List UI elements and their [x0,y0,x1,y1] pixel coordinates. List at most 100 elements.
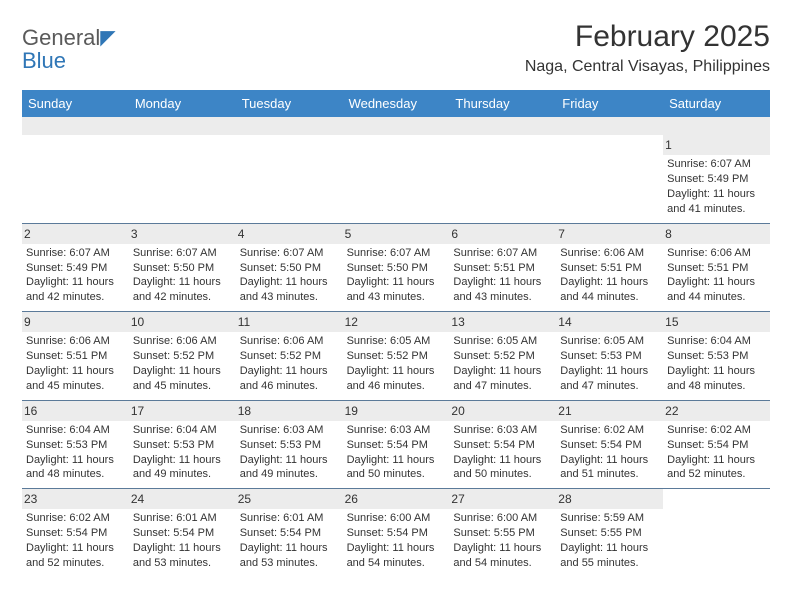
calendar-day: 17Sunrise: 6:04 AMSunset: 5:53 PMDayligh… [129,401,236,489]
day-number: 7 [556,224,663,244]
day-number: 5 [343,224,450,244]
day-info: Sunrise: 6:04 AMSunset: 5:53 PMDaylight:… [667,334,766,393]
calendar-week: 9Sunrise: 6:06 AMSunset: 5:51 PMDaylight… [22,311,770,400]
day-info: Sunrise: 6:01 AMSunset: 5:54 PMDaylight:… [133,511,232,570]
day-number: 4 [236,224,343,244]
day-number: 12 [343,312,450,332]
day-info: Sunrise: 6:03 AMSunset: 5:54 PMDaylight:… [347,423,446,482]
calendar-day: 22Sunrise: 6:02 AMSunset: 5:54 PMDayligh… [663,401,770,489]
day-info: Sunrise: 6:07 AMSunset: 5:49 PMDaylight:… [26,246,125,305]
calendar-empty [22,135,129,223]
day-info: Sunrise: 6:05 AMSunset: 5:53 PMDaylight:… [560,334,659,393]
calendar-day: 18Sunrise: 6:03 AMSunset: 5:53 PMDayligh… [236,401,343,489]
day-number: 11 [236,312,343,332]
calendar-empty [236,135,343,223]
calendar-empty [663,489,770,577]
day-info: Sunrise: 6:00 AMSunset: 5:55 PMDaylight:… [453,511,552,570]
day-info: Sunrise: 6:04 AMSunset: 5:53 PMDaylight:… [26,423,125,482]
weekday-label: Saturday [663,90,770,117]
calendar-day: 19Sunrise: 6:03 AMSunset: 5:54 PMDayligh… [343,401,450,489]
day-number: 16 [22,401,129,421]
calendar-day: 6Sunrise: 6:07 AMSunset: 5:51 PMDaylight… [449,224,556,312]
day-number: 13 [449,312,556,332]
page-subtitle: Naga, Central Visayas, Philippines [525,58,770,76]
brand-triangle-icon: ◤ [100,25,115,50]
day-number: 14 [556,312,663,332]
day-number: 9 [22,312,129,332]
calendar-week: 1Sunrise: 6:07 AMSunset: 5:49 PMDaylight… [22,135,770,223]
weekday-label: Friday [556,90,663,117]
calendar-day: 1Sunrise: 6:07 AMSunset: 5:49 PMDaylight… [663,135,770,223]
calendar-empty [556,135,663,223]
day-number: 21 [556,401,663,421]
day-number: 6 [449,224,556,244]
calendar-day: 10Sunrise: 6:06 AMSunset: 5:52 PMDayligh… [129,312,236,400]
calendar-day: 8Sunrise: 6:06 AMSunset: 5:51 PMDaylight… [663,224,770,312]
header-row: General◤ Blue February 2025 Naga, Centra… [22,20,770,76]
day-info: Sunrise: 5:59 AMSunset: 5:55 PMDaylight:… [560,511,659,570]
calendar-day: 24Sunrise: 6:01 AMSunset: 5:54 PMDayligh… [129,489,236,577]
day-number: 27 [449,489,556,509]
day-number: 23 [22,489,129,509]
calendar-empty [343,135,450,223]
brand-blue: Blue [22,48,66,73]
calendar-day: 3Sunrise: 6:07 AMSunset: 5:50 PMDaylight… [129,224,236,312]
day-number: 20 [449,401,556,421]
calendar-week: 16Sunrise: 6:04 AMSunset: 5:53 PMDayligh… [22,400,770,489]
day-info: Sunrise: 6:00 AMSunset: 5:54 PMDaylight:… [347,511,446,570]
calendar-day: 16Sunrise: 6:04 AMSunset: 5:53 PMDayligh… [22,401,129,489]
calendar-body: 1Sunrise: 6:07 AMSunset: 5:49 PMDaylight… [22,135,770,577]
day-number: 10 [129,312,236,332]
calendar-day: 9Sunrise: 6:06 AMSunset: 5:51 PMDaylight… [22,312,129,400]
calendar-empty [449,135,556,223]
day-info: Sunrise: 6:06 AMSunset: 5:52 PMDaylight:… [240,334,339,393]
day-number: 8 [663,224,770,244]
calendar-day: 15Sunrise: 6:04 AMSunset: 5:53 PMDayligh… [663,312,770,400]
blank-first-row [22,117,770,135]
day-info: Sunrise: 6:06 AMSunset: 5:51 PMDaylight:… [667,246,766,305]
calendar-day: 12Sunrise: 6:05 AMSunset: 5:52 PMDayligh… [343,312,450,400]
calendar-day: 4Sunrise: 6:07 AMSunset: 5:50 PMDaylight… [236,224,343,312]
day-info: Sunrise: 6:07 AMSunset: 5:49 PMDaylight:… [667,157,766,216]
day-info: Sunrise: 6:07 AMSunset: 5:51 PMDaylight:… [453,246,552,305]
title-block: February 2025 Naga, Central Visayas, Phi… [525,20,770,76]
calendar-day: 11Sunrise: 6:06 AMSunset: 5:52 PMDayligh… [236,312,343,400]
brand-text: General◤ Blue [22,26,116,73]
calendar-day: 21Sunrise: 6:02 AMSunset: 5:54 PMDayligh… [556,401,663,489]
calendar-day: 7Sunrise: 6:06 AMSunset: 5:51 PMDaylight… [556,224,663,312]
day-info: Sunrise: 6:02 AMSunset: 5:54 PMDaylight:… [667,423,766,482]
day-info: Sunrise: 6:07 AMSunset: 5:50 PMDaylight:… [240,246,339,305]
brand-general: General [22,25,100,50]
calendar-day: 5Sunrise: 6:07 AMSunset: 5:50 PMDaylight… [343,224,450,312]
day-info: Sunrise: 6:05 AMSunset: 5:52 PMDaylight:… [347,334,446,393]
day-number: 3 [129,224,236,244]
day-number: 19 [343,401,450,421]
day-info: Sunrise: 6:07 AMSunset: 5:50 PMDaylight:… [347,246,446,305]
day-info: Sunrise: 6:01 AMSunset: 5:54 PMDaylight:… [240,511,339,570]
day-info: Sunrise: 6:06 AMSunset: 5:51 PMDaylight:… [26,334,125,393]
day-number: 17 [129,401,236,421]
day-info: Sunrise: 6:02 AMSunset: 5:54 PMDaylight:… [560,423,659,482]
weekday-label: Thursday [449,90,556,117]
calendar-day: 20Sunrise: 6:03 AMSunset: 5:54 PMDayligh… [449,401,556,489]
day-info: Sunrise: 6:07 AMSunset: 5:50 PMDaylight:… [133,246,232,305]
weekday-label: Wednesday [343,90,450,117]
calendar-week: 23Sunrise: 6:02 AMSunset: 5:54 PMDayligh… [22,488,770,577]
day-number: 1 [663,135,770,155]
calendar-week: 2Sunrise: 6:07 AMSunset: 5:49 PMDaylight… [22,223,770,312]
day-info: Sunrise: 6:06 AMSunset: 5:51 PMDaylight:… [560,246,659,305]
calendar-day: 28Sunrise: 5:59 AMSunset: 5:55 PMDayligh… [556,489,663,577]
weekday-label: Tuesday [236,90,343,117]
day-number: 18 [236,401,343,421]
calendar-empty [129,135,236,223]
day-number: 15 [663,312,770,332]
day-number: 28 [556,489,663,509]
day-number: 2 [22,224,129,244]
calendar-day: 13Sunrise: 6:05 AMSunset: 5:52 PMDayligh… [449,312,556,400]
day-number: 24 [129,489,236,509]
calendar-day: 2Sunrise: 6:07 AMSunset: 5:49 PMDaylight… [22,224,129,312]
day-info: Sunrise: 6:03 AMSunset: 5:53 PMDaylight:… [240,423,339,482]
page-title: February 2025 [525,20,770,54]
day-number: 22 [663,401,770,421]
calendar-day: 27Sunrise: 6:00 AMSunset: 5:55 PMDayligh… [449,489,556,577]
